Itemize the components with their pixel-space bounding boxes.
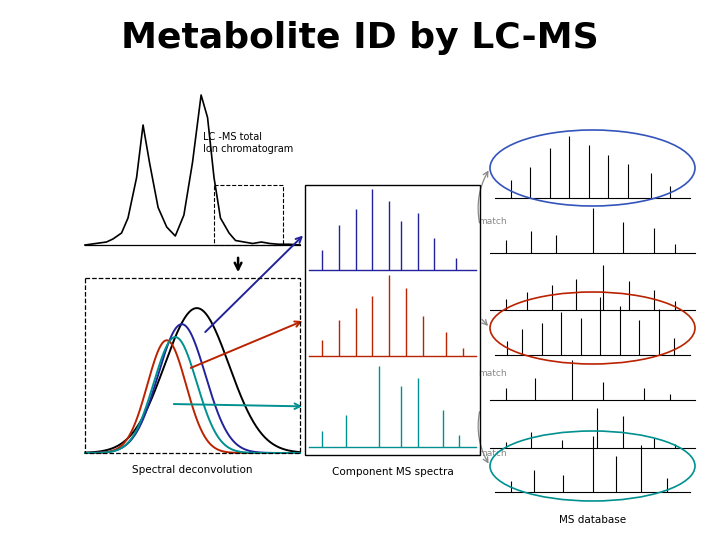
Text: Spectral deconvolution: Spectral deconvolution <box>132 465 253 475</box>
Text: match: match <box>478 449 507 458</box>
Text: Metabolite ID by LC-MS: Metabolite ID by LC-MS <box>121 21 599 55</box>
Bar <box>214 185 283 245</box>
Text: match: match <box>478 218 507 226</box>
Bar <box>85 278 300 453</box>
Text: match: match <box>478 368 507 377</box>
Text: LC -MS total
Ion chromatogram: LC -MS total Ion chromatogram <box>203 132 294 154</box>
Text: MS database: MS database <box>559 515 626 525</box>
Text: Component MS spectra: Component MS spectra <box>332 467 454 477</box>
Bar <box>305 185 480 455</box>
